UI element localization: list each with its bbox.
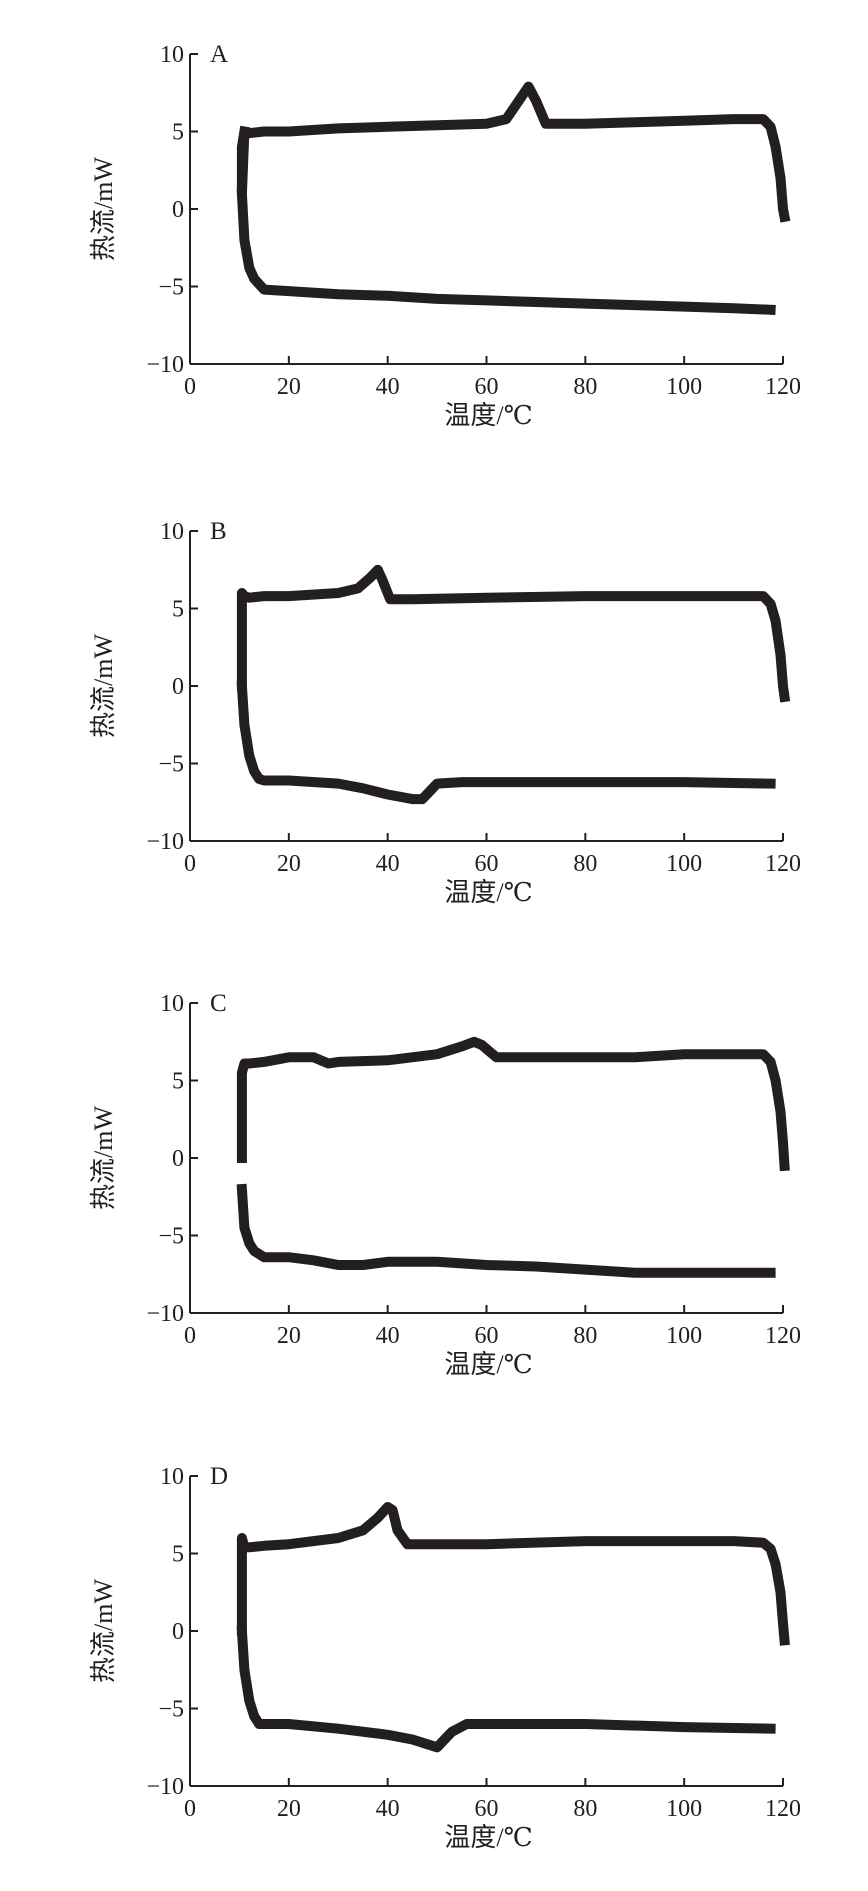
x-tick-label: 60 — [475, 1796, 499, 1822]
x-axis-title: 温度/℃ — [444, 878, 532, 907]
x-tick-label: 120 — [765, 1323, 801, 1349]
x-tick-label: 80 — [573, 1796, 597, 1822]
series-line-lower — [236, 1625, 776, 1753]
y-tick-label: 5 — [172, 1069, 184, 1095]
y-tick-label: 0 — [172, 1619, 184, 1645]
y-tick-label: −10 — [146, 352, 184, 378]
x-tick-label: 20 — [277, 374, 301, 400]
x-tick-label: 100 — [666, 1323, 702, 1349]
y-tick-label: 10 — [160, 519, 184, 545]
x-tick-label: 40 — [376, 1323, 400, 1349]
y-tick-label: −5 — [158, 275, 184, 301]
x-tick-label: 100 — [666, 374, 702, 400]
panel-label: C — [210, 990, 227, 1017]
y-axis-title: 热流/mW — [89, 1579, 118, 1683]
x-tick-label: 120 — [765, 374, 801, 400]
y-tick-label: 10 — [160, 1464, 184, 1490]
y-tick-label: −10 — [146, 1301, 184, 1327]
x-tick-label: 80 — [573, 374, 597, 400]
x-tick-label: 40 — [376, 851, 400, 877]
x-tick-label: 0 — [184, 1796, 196, 1822]
x-tick-label: 80 — [573, 851, 597, 877]
panel-label: A — [210, 41, 228, 68]
y-tick-label: 0 — [172, 674, 184, 700]
x-tick-label: 100 — [666, 851, 702, 877]
x-axis-title: 温度/℃ — [444, 401, 532, 430]
x-tick-label: 60 — [475, 1323, 499, 1349]
y-tick-label: −5 — [158, 1697, 184, 1723]
x-axis-title: 温度/℃ — [444, 1823, 532, 1852]
x-tick-label: 80 — [573, 1323, 597, 1349]
x-tick-label: 120 — [765, 1796, 801, 1822]
series-line-lower — [236, 188, 776, 316]
x-tick-label: 0 — [184, 374, 196, 400]
x-tick-label: 20 — [277, 851, 301, 877]
series-line-upper — [236, 1036, 790, 1172]
y-tick-label: 5 — [172, 597, 184, 623]
panel-label: B — [210, 518, 227, 545]
y-axis-title: 热流/mW — [89, 634, 118, 738]
series-line-upper — [236, 564, 791, 703]
series-line-upper — [236, 81, 791, 223]
x-axis-title: 温度/℃ — [444, 1350, 532, 1379]
y-tick-label: 5 — [172, 120, 184, 146]
x-tick-label: 0 — [184, 1323, 196, 1349]
y-tick-label: 10 — [160, 42, 184, 68]
y-tick-label: −5 — [158, 1224, 184, 1250]
x-tick-label: 20 — [277, 1796, 301, 1822]
series-line-upper — [236, 1502, 790, 1646]
y-tick-label: −10 — [146, 1774, 184, 1800]
x-tick-label: 20 — [277, 1323, 301, 1349]
y-tick-label: 5 — [172, 1542, 184, 1568]
series-line-lower — [236, 1183, 776, 1278]
y-tick-label: 0 — [172, 1146, 184, 1172]
y-tick-label: 10 — [160, 991, 184, 1017]
y-tick-label: 0 — [172, 197, 184, 223]
x-tick-label: 40 — [376, 374, 400, 400]
x-tick-label: 0 — [184, 851, 196, 877]
x-tick-label: 60 — [475, 374, 499, 400]
y-axis-title: 热流/mW — [89, 157, 118, 261]
panel-label: D — [210, 1463, 228, 1490]
x-tick-label: 100 — [666, 1796, 702, 1822]
y-axis-title: 热流/mW — [89, 1106, 118, 1210]
x-tick-label: 40 — [376, 1796, 400, 1822]
y-tick-label: −5 — [158, 752, 184, 778]
y-tick-label: −10 — [146, 829, 184, 855]
series-line-lower — [236, 680, 776, 805]
x-tick-label: 60 — [475, 851, 499, 877]
x-tick-label: 120 — [765, 851, 801, 877]
